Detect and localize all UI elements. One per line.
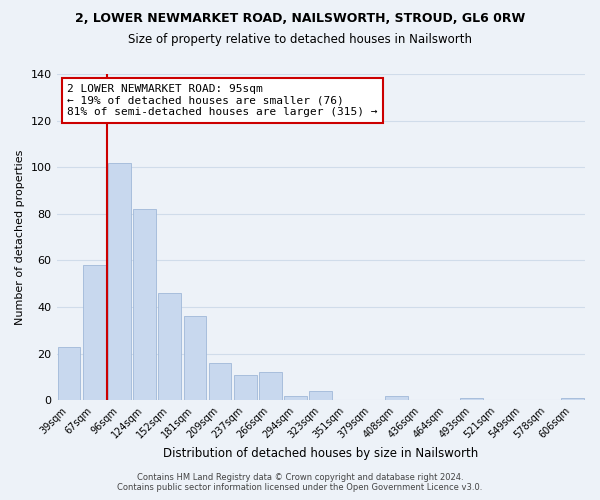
Bar xyxy=(259,372,282,400)
Bar xyxy=(284,396,307,400)
Bar xyxy=(158,293,181,401)
Bar xyxy=(58,346,80,401)
Bar xyxy=(385,396,407,400)
Y-axis label: Number of detached properties: Number of detached properties xyxy=(15,150,25,325)
Bar xyxy=(184,316,206,400)
Bar xyxy=(234,374,257,400)
Bar xyxy=(209,363,232,401)
Bar xyxy=(133,209,156,400)
Text: 2, LOWER NEWMARKET ROAD, NAILSWORTH, STROUD, GL6 0RW: 2, LOWER NEWMARKET ROAD, NAILSWORTH, STR… xyxy=(75,12,525,26)
Text: Contains HM Land Registry data © Crown copyright and database right 2024.
Contai: Contains HM Land Registry data © Crown c… xyxy=(118,473,482,492)
Bar xyxy=(108,162,131,400)
Bar xyxy=(561,398,584,400)
Bar xyxy=(310,391,332,400)
Text: Size of property relative to detached houses in Nailsworth: Size of property relative to detached ho… xyxy=(128,32,472,46)
X-axis label: Distribution of detached houses by size in Nailsworth: Distribution of detached houses by size … xyxy=(163,447,478,460)
Text: 2 LOWER NEWMARKET ROAD: 95sqm
← 19% of detached houses are smaller (76)
81% of s: 2 LOWER NEWMARKET ROAD: 95sqm ← 19% of d… xyxy=(67,84,377,117)
Bar xyxy=(460,398,483,400)
Bar xyxy=(83,265,106,400)
